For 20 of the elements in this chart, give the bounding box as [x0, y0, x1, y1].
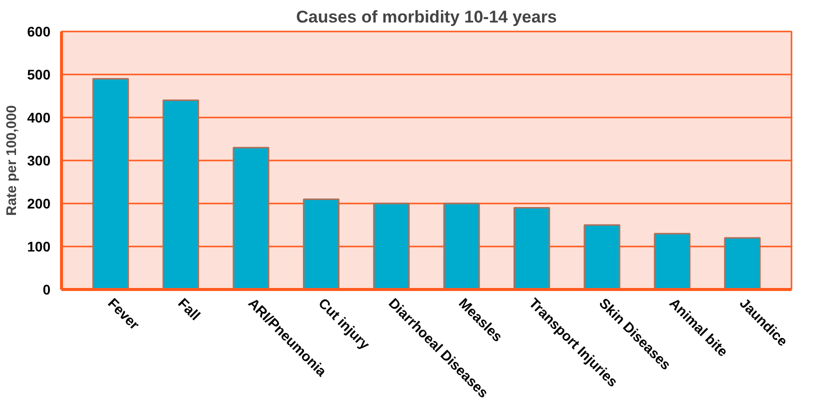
bar	[302, 198, 340, 290]
y-tick-label: 400	[27, 110, 51, 126]
chart-title: Causes of morbidity 10-14 years	[296, 8, 557, 26]
bar	[373, 202, 410, 290]
y-tick-label: 100	[27, 238, 51, 254]
y-tick-label: 600	[27, 24, 51, 40]
y-tick-label: 200	[27, 196, 51, 212]
bar	[162, 100, 200, 290]
y-tick-label: 500	[27, 66, 51, 82]
bar	[443, 202, 480, 290]
bar	[584, 224, 620, 290]
y-axis-title: Rate per 100,000	[3, 105, 20, 216]
y-tick-label: 0	[42, 282, 51, 298]
bar	[232, 146, 270, 290]
y-tick-label: 300	[27, 152, 51, 168]
x-tick-label: Fall	[175, 294, 204, 324]
bar	[724, 237, 761, 290]
bar	[92, 78, 129, 290]
bar	[513, 207, 550, 290]
bar	[654, 232, 690, 290]
